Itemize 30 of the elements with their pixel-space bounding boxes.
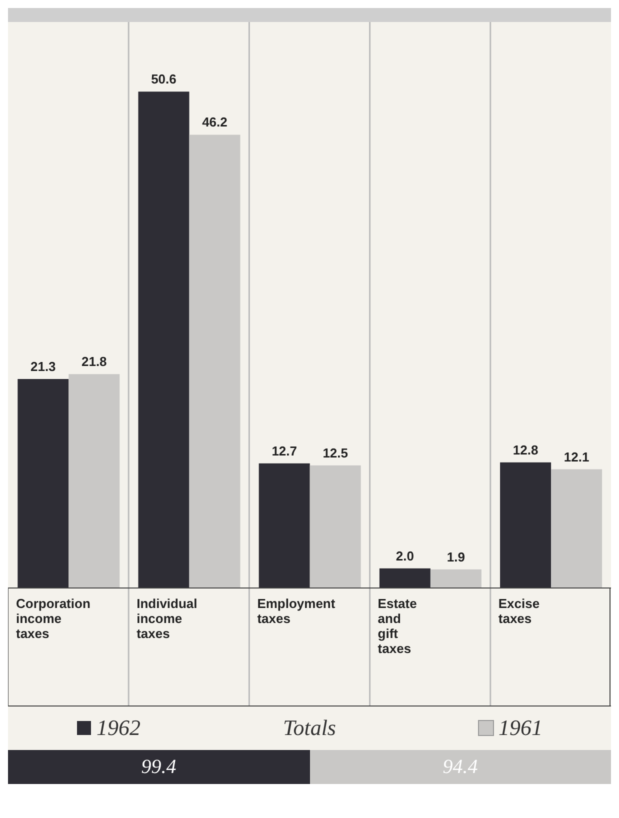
bar [68,374,120,588]
x-tick-label: Employment taxes [257,596,336,626]
bar [138,92,190,588]
data-label: 12.5 [322,445,348,460]
data-label: 12.1 [564,449,590,464]
text: Totals [282,715,336,740]
bar [430,569,482,588]
x-tick-label: Individual income taxes [136,596,198,641]
data-label: 12.8 [512,442,538,458]
text: 99.4 [141,756,176,778]
bar [258,463,310,588]
legend-label: 1961 [498,715,542,741]
data-label: 1.9 [446,549,465,564]
data-label: 50.6 [151,72,176,87]
bar [189,134,240,588]
legend-label: 1962 [96,715,140,741]
bar [500,462,552,588]
data-label: 21.8 [81,354,107,370]
data-label: 21.3 [30,359,56,374]
data-label: 46.2 [202,114,228,130]
bar [551,469,602,588]
x-tick-label: Corporation income taxes [16,596,90,641]
text: 94.4 [442,756,478,778]
bar [18,379,69,588]
x-tick-label: Estate and gift taxes [378,596,417,656]
bar [379,568,430,588]
data-label: 2.0 [396,548,414,564]
data-label: 12.7 [272,443,298,458]
bar [310,465,361,588]
x-tick-label: Excise taxes [498,596,540,626]
